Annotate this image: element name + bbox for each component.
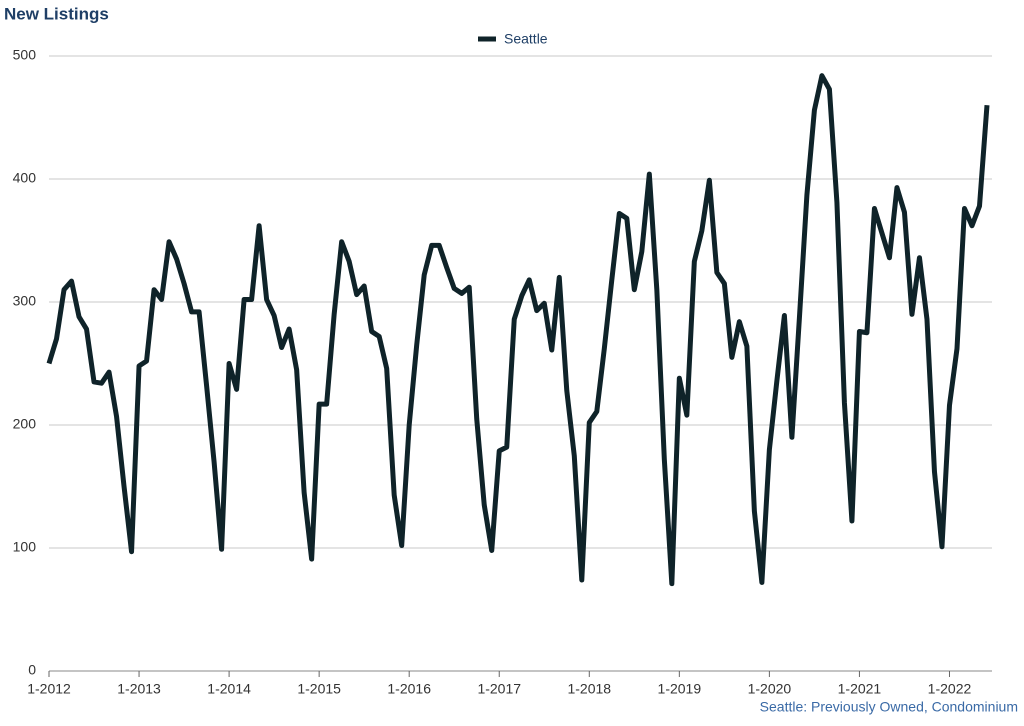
chart-title: New Listings [4,4,109,23]
x-tick-label: 1-2015 [297,681,341,697]
x-tick-label: 1-2013 [117,681,161,697]
x-tick-label: 1-2018 [567,681,611,697]
y-tick-label: 500 [13,47,37,63]
footnote: Seattle: Previously Owned, Condominium [760,699,1018,715]
x-tick-label: 1-2019 [658,681,702,697]
y-tick-label: 100 [13,539,37,555]
x-tick-label: 1-2020 [748,681,792,697]
x-tick-label: 1-2021 [838,681,882,697]
x-tick-label: 1-2014 [207,681,251,697]
x-tick-label: 1-2022 [928,681,972,697]
x-tick-label: 1-2012 [27,681,71,697]
legend-label: Seattle [504,31,548,47]
line [46,73,990,587]
y-tick-label: 200 [13,416,37,432]
y-tick-label: 400 [13,170,37,186]
x-tick-label: 1-2017 [477,681,521,697]
y-tick-label: 300 [13,293,37,309]
x-tick-label: 1-2016 [387,681,431,697]
y-tick-label: 0 [28,662,36,678]
